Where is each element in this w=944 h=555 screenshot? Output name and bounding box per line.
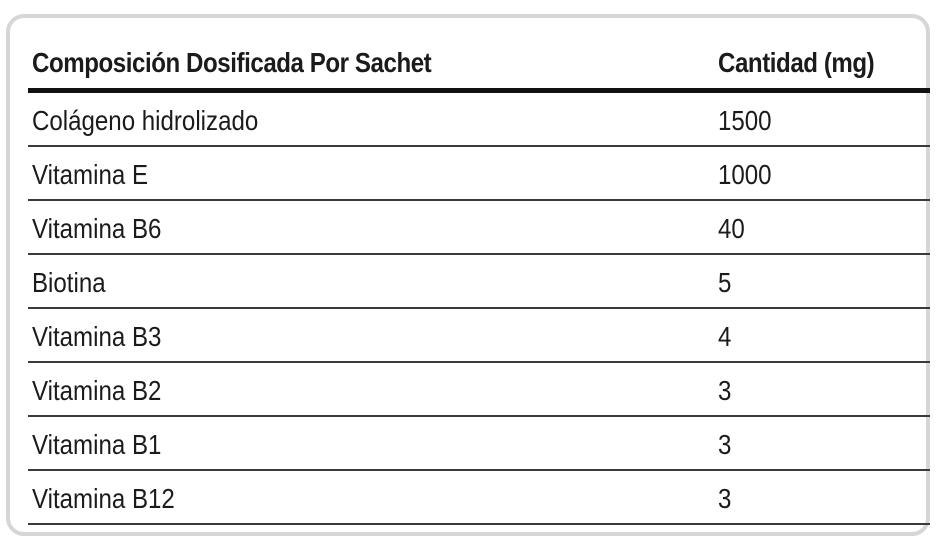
row-amount: 1500 <box>718 105 772 136</box>
row-amount: 3 <box>718 375 732 406</box>
table-row: Vitamina B6 40 <box>28 201 930 255</box>
row-name: Vitamina B1 <box>32 429 162 460</box>
table-row: Vitamina B2 3 <box>28 363 930 417</box>
row-amount: 40 <box>718 213 745 244</box>
row-amount: 3 <box>718 429 732 460</box>
row-amount: 5 <box>718 267 732 298</box>
header-component: Composición Dosificada Por Sachet <box>32 47 432 78</box>
row-name: Vitamina B3 <box>32 321 162 352</box>
row-name: Vitamina B12 <box>32 483 175 514</box>
table-row: Vitamina B3 4 <box>28 309 930 363</box>
table-row: Colágeno hidrolizado 1500 <box>28 93 930 147</box>
table-header: Composición Dosificada Por Sachet Cantid… <box>28 34 930 93</box>
row-name: Colágeno hidrolizado <box>32 105 259 136</box>
table-row: Vitamina B12 3 <box>28 471 930 525</box>
row-name: Vitamina E <box>32 159 149 190</box>
row-name: Vitamina B6 <box>32 213 162 244</box>
table-row: Biotina 5 <box>28 255 930 309</box>
table-frame: Composición Dosificada Por Sachet Cantid… <box>6 14 930 536</box>
row-amount: 3 <box>718 483 732 514</box>
table-row: Vitamina B1 3 <box>28 417 930 471</box>
row-amount: 1000 <box>718 159 772 190</box>
row-amount: 4 <box>718 321 732 352</box>
row-name: Biotina <box>32 267 106 298</box>
composition-table: Composición Dosificada Por Sachet Cantid… <box>28 34 930 525</box>
header-amount: Cantidad (mg) <box>718 47 875 78</box>
table-row: Vitamina E 1000 <box>28 147 930 201</box>
row-name: Vitamina B2 <box>32 375 162 406</box>
